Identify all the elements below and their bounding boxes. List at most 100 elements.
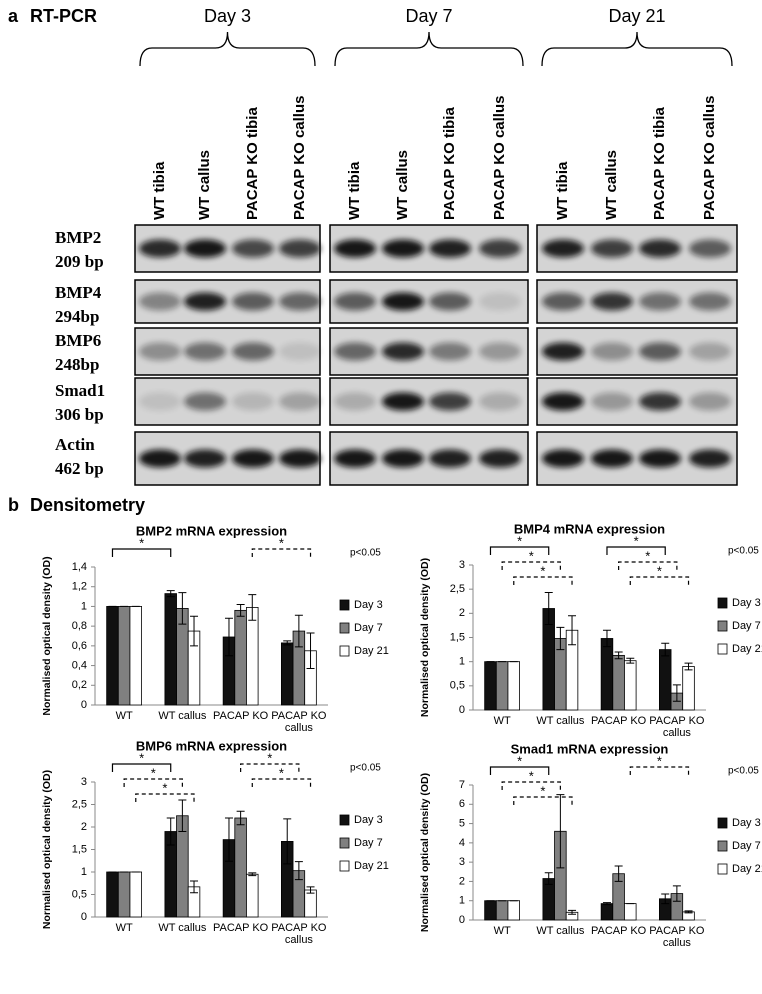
- gel-band: [639, 449, 681, 468]
- y-tick-label: 1: [81, 866, 87, 878]
- legend-label: Day 7: [732, 840, 761, 852]
- gel-band: [232, 392, 274, 411]
- significance-bracket: [489, 766, 550, 775]
- brace: [139, 31, 316, 67]
- y-tick-label: 0: [459, 914, 465, 926]
- panel-a-label: a: [8, 6, 19, 26]
- day-label: Day 7: [405, 6, 452, 26]
- y-tick-label: 6: [459, 798, 465, 810]
- bar: [164, 593, 177, 706]
- bar: [495, 900, 509, 921]
- note: p<0.05: [728, 766, 759, 777]
- x-tick-label-box: PACAP KO callus: [271, 710, 326, 734]
- day-label: Day 21: [608, 6, 665, 26]
- error-bar: [224, 817, 233, 862]
- y-tick-label: 0,8: [72, 620, 87, 632]
- x-tick-label-box: WT: [494, 925, 511, 937]
- y-tick-label: 0,2: [72, 679, 87, 691]
- chart-title: BMP2 mRNA expression: [136, 523, 287, 538]
- lane-label: WT tibia: [151, 161, 168, 220]
- error-bar: [294, 614, 303, 648]
- y-axis-label: Normalised optical density (OD): [41, 770, 53, 929]
- significance-bracket: [251, 778, 312, 787]
- gel-band: [479, 449, 521, 468]
- gel-band: [479, 342, 521, 361]
- significance-mark: *: [279, 535, 284, 550]
- significance-mark: *: [540, 783, 545, 798]
- gel-band: [139, 392, 181, 411]
- y-tick-label: 2: [459, 607, 465, 619]
- error-bar: [178, 592, 187, 625]
- y-tick-label: 3: [459, 856, 465, 868]
- brace: [334, 31, 524, 67]
- brace: [541, 31, 733, 67]
- significance-mark: *: [645, 548, 650, 563]
- x-tick-label-box: PACAP KO: [213, 922, 268, 934]
- x-tick-label-box: WT: [116, 710, 133, 722]
- gel-band: [591, 292, 633, 311]
- error-bar: [544, 592, 553, 625]
- gel-band: [542, 392, 584, 411]
- error-bar: [166, 590, 175, 598]
- x-tick-label-box: WT callus: [536, 715, 584, 727]
- gel-band: [429, 392, 471, 411]
- error-bar: [672, 684, 681, 702]
- gel-band: [689, 342, 731, 361]
- bar: [234, 609, 247, 706]
- significance-mark: *: [529, 548, 534, 563]
- x-tick-label-box: PACAP KO: [213, 710, 268, 722]
- gel-band: [429, 342, 471, 361]
- bar: [129, 606, 142, 706]
- x-tick-label-box: PACAP KO callus: [649, 715, 704, 739]
- bar: [304, 889, 317, 918]
- bar: [600, 638, 614, 711]
- x-tick-label-box: WT callus: [536, 925, 584, 937]
- significance-bracket: [629, 766, 690, 775]
- error-bar: [684, 662, 693, 671]
- significance-mark: *: [540, 563, 545, 578]
- x-tick-label-box: WT: [494, 715, 511, 727]
- lane-label: PACAP KO callus: [701, 96, 718, 220]
- x-tick-label: WT callus: [158, 710, 207, 722]
- legend-swatch: [717, 863, 728, 875]
- gel-band: [139, 449, 181, 468]
- error-bar: [556, 626, 565, 651]
- gene-size: 294bp: [55, 307, 99, 326]
- y-axis-label: Normalised optical density (OD): [41, 556, 53, 715]
- gel-band: [689, 392, 731, 411]
- y-tick-label: 0,4: [72, 659, 87, 671]
- y-tick-label: 1,2: [72, 581, 87, 593]
- legend-label: Day 3: [732, 597, 761, 609]
- gel-band: [382, 392, 424, 411]
- chart-title: BMP4 mRNA expression: [514, 521, 665, 536]
- gel-band: [542, 239, 584, 258]
- significance-mark: *: [139, 535, 144, 550]
- gel-band: [591, 449, 633, 468]
- error-bar: [626, 657, 635, 664]
- error-bar: [602, 629, 611, 648]
- legend-swatch: [339, 837, 350, 849]
- significance-bracket: [501, 781, 561, 790]
- gel-band: [334, 239, 376, 258]
- panel-a-title: RT-PCR: [30, 6, 97, 26]
- gel-band: [542, 292, 584, 311]
- y-axis-label: Normalised optical density (OD): [419, 773, 431, 932]
- error-bar: [294, 861, 303, 881]
- gel-band: [334, 449, 376, 468]
- bar: [246, 607, 259, 706]
- gel-band: [542, 449, 584, 468]
- significance-bracket: [240, 763, 300, 772]
- significance-mark: *: [139, 750, 144, 765]
- panel-b-title: Densitometry: [30, 495, 145, 515]
- significance-mark: *: [657, 563, 662, 578]
- legend-swatch: [339, 622, 350, 634]
- bar: [484, 900, 497, 921]
- gene-name: BMP4: [55, 283, 102, 302]
- gel-band: [232, 342, 274, 361]
- legend-label: Day 7: [354, 622, 383, 634]
- gene-name: Smad1: [55, 381, 105, 400]
- y-tick-label: 7: [459, 779, 465, 791]
- gene-name: BMP6: [55, 331, 101, 350]
- gene-size: 462 bp: [55, 459, 104, 478]
